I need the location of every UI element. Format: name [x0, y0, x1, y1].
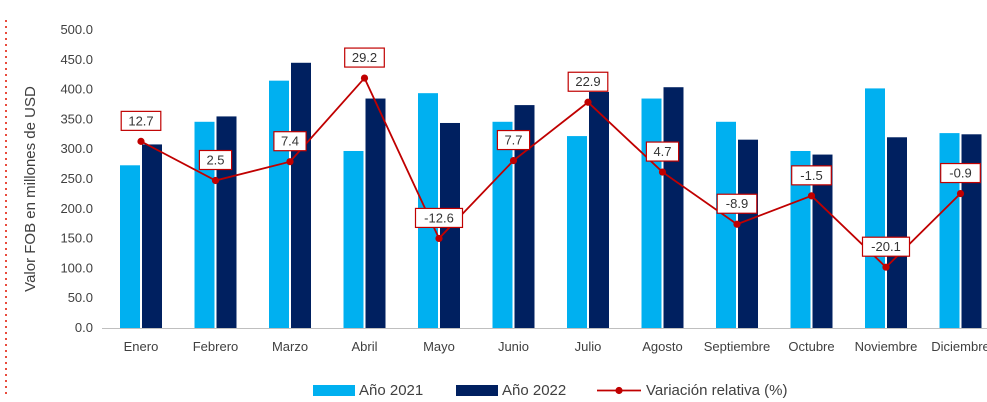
- variation-point: [659, 168, 666, 175]
- x-tick-label: Julio: [575, 339, 602, 354]
- x-tick-label: Enero: [124, 339, 159, 354]
- y-axis-ticks: 0.0 50.0 100.0 150.0 200.0 250.0 300.0 350.0 400…: [60, 22, 93, 335]
- data-label: 12.7: [128, 113, 153, 128]
- bar-2022-marzo: [291, 63, 311, 328]
- data-label: -8.9: [726, 196, 748, 211]
- x-axis-labels: Enero Febrero Marzo Abril Mayo Junio Julio Agos…: [124, 339, 987, 354]
- legend-swatch-2022: [456, 385, 498, 396]
- data-label: 7.4: [281, 134, 299, 149]
- legend-label-2021: Año 2021: [359, 382, 423, 399]
- variation-point: [212, 177, 219, 184]
- data-label: 29.2: [352, 50, 377, 65]
- x-tick-label: Septiembre: [704, 339, 770, 354]
- y-axis-title: Valor FOB en millones de USD: [22, 86, 39, 292]
- variation-point: [137, 138, 144, 145]
- y-tick-label: 500.0: [60, 22, 93, 37]
- variation-point: [361, 74, 368, 81]
- bar-2021-agosto: [642, 99, 662, 328]
- x-tick-label: Febrero: [193, 339, 239, 354]
- data-label: 4.7: [653, 144, 671, 159]
- bar-2022-abril: [366, 99, 386, 328]
- x-tick-label: Diciembre: [931, 339, 987, 354]
- y-tick-label: 150.0: [60, 231, 93, 246]
- bar-2021-marzo: [269, 81, 289, 328]
- bar-2021-abril: [344, 151, 364, 328]
- y-tick-label: 50.0: [68, 290, 93, 305]
- variation-point: [882, 264, 889, 271]
- y-tick-label: 200.0: [60, 201, 93, 216]
- bar-2022-febrero: [217, 116, 237, 328]
- variation-point: [808, 192, 815, 199]
- y-tick-label: 0.0: [75, 320, 93, 335]
- x-tick-label: Mayo: [423, 339, 455, 354]
- y-tick-label: 450.0: [60, 52, 93, 67]
- bar-2021-junio: [493, 122, 513, 328]
- bar-2022-julio: [589, 92, 609, 328]
- x-tick-label: Abril: [351, 339, 377, 354]
- bar-2022-enero: [142, 144, 162, 328]
- x-tick-label: Octubre: [788, 339, 834, 354]
- variation-point: [584, 99, 591, 106]
- variation-series-line: [141, 78, 961, 267]
- variation-point: [286, 158, 293, 165]
- legend-label-2022: Año 2022: [502, 382, 566, 399]
- x-tick-label: Agosto: [642, 339, 682, 354]
- variation-point: [733, 221, 740, 228]
- y-tick-label: 250.0: [60, 171, 93, 186]
- variation-point: [957, 190, 964, 197]
- data-label: -12.6: [424, 210, 454, 225]
- data-label: 22.9: [575, 74, 600, 89]
- bar-2022-noviembre: [887, 137, 907, 328]
- bar-2021-diciembre: [940, 133, 960, 328]
- x-tick-label: Junio: [498, 339, 529, 354]
- data-label: 7.7: [504, 133, 522, 148]
- variation-line: 12.7 2.5 7.4 29.2 -12.6 7.7 22.9 4.7 -8.9 -1.5 -20…: [121, 48, 980, 271]
- data-label: -1.5: [800, 168, 822, 183]
- data-label: -20.1: [871, 239, 901, 254]
- bar-2021-noviembre: [865, 88, 885, 328]
- data-label: -0.9: [949, 166, 971, 181]
- bar-2021-septiembre: [716, 122, 736, 328]
- data-label: 2.5: [206, 153, 224, 168]
- x-tick-label: Noviembre: [855, 339, 918, 354]
- y-tick-label: 300.0: [60, 141, 93, 156]
- legend: Año 2021 Año 2022 Variación relativa (%): [313, 382, 787, 399]
- x-tick-label: Marzo: [272, 339, 308, 354]
- legend-label-variation: Variación relativa (%): [646, 382, 787, 399]
- bar-2022-agosto: [664, 87, 684, 328]
- y-tick-label: 350.0: [60, 111, 93, 126]
- legend-swatch-2021: [313, 385, 355, 396]
- y-tick-label: 400.0: [60, 82, 93, 97]
- bar-2022-septiembre: [738, 140, 758, 328]
- y-tick-label: 100.0: [60, 260, 93, 275]
- bar-2021-julio: [567, 136, 587, 328]
- bars: [120, 63, 982, 328]
- variation-point: [435, 235, 442, 242]
- variation-point: [510, 157, 517, 164]
- bar-2021-enero: [120, 165, 140, 328]
- legend-marker-variation: [615, 387, 622, 394]
